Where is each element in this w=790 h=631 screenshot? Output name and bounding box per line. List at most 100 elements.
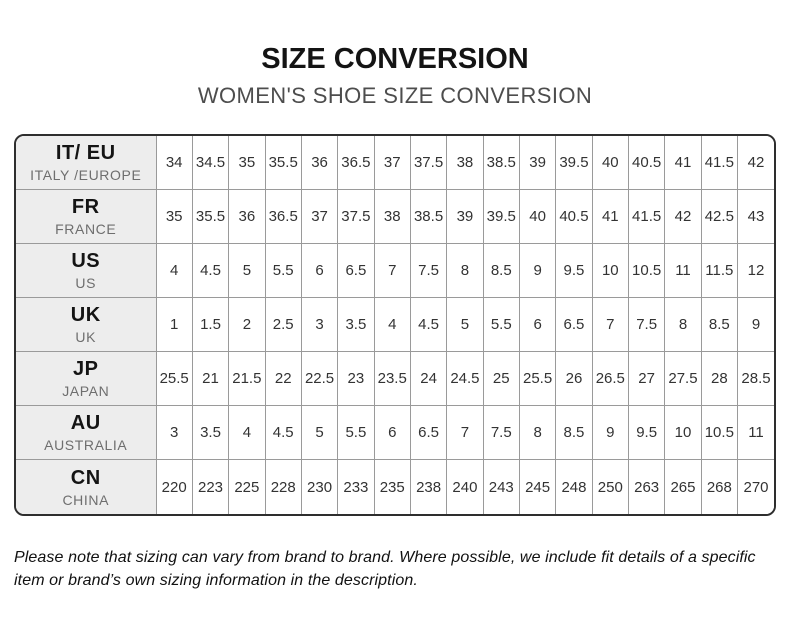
size-value-cell: 3	[156, 405, 193, 461]
size-value-cell: 37	[301, 189, 339, 245]
size-value-cell: 6.5	[410, 405, 448, 461]
size-value-cell: 34	[156, 135, 193, 191]
size-value-cell: 41.5	[628, 189, 666, 245]
size-value-cell: 4.5	[192, 243, 230, 299]
size-value-cell: 27.5	[664, 351, 702, 407]
size-value-cell: 43	[737, 189, 774, 245]
size-value-cell: 263	[628, 459, 666, 514]
size-value-cell: 35.5	[265, 135, 302, 191]
size-value-cell: 25.5	[156, 351, 193, 407]
size-value-cell: 35	[228, 135, 266, 191]
size-value-cell: 243	[483, 459, 520, 514]
size-value-cell: 37	[374, 135, 411, 191]
size-value-cell: 36.5	[265, 189, 302, 245]
row-header: CN CHINA	[16, 459, 157, 514]
size-value-cell: 7	[592, 297, 629, 353]
size-value-cell: 7.5	[410, 243, 448, 299]
size-value-cell: 2	[228, 297, 266, 353]
size-value-cell: 1.5	[192, 297, 230, 353]
size-value-cell: 36.5	[337, 135, 375, 191]
size-value-cell: 225	[228, 459, 266, 514]
row-region: AUSTRALIA	[44, 437, 128, 454]
size-value-cell: 38.5	[410, 189, 448, 245]
size-conversion-table-frame: IT/ EU ITALY /EUROPE 34 34.5 35 35.5 36 36.5 37 3…	[14, 133, 776, 516]
size-value-cell: 24.5	[446, 351, 484, 407]
size-value-cell: 39.5	[555, 135, 593, 191]
row-region: US	[75, 275, 97, 292]
row-code: AU	[70, 412, 101, 435]
size-value-cell: 9	[737, 297, 774, 353]
table-row: UK UK 1 1.5 2 2.5 3 3.5 4 4.5 5 5.5 6 6.5 7 7.5 8 8.5 9	[16, 297, 774, 353]
size-value-cell: 24	[410, 351, 448, 407]
row-header: US US	[16, 243, 157, 299]
size-value-cell: 8	[519, 405, 557, 461]
size-value-cell: 4	[374, 297, 411, 353]
size-value-cell: 3	[301, 297, 339, 353]
size-value-cell: 42.5	[701, 189, 739, 245]
size-value-cell: 6	[301, 243, 339, 299]
size-value-cell: 9.5	[555, 243, 593, 299]
size-value-cell: 40.5	[628, 135, 666, 191]
size-value-cell: 9	[592, 405, 629, 461]
table-row: AU AUSTRALIA 3 3.5 4 4.5 5 5.5 6 6.5 7 7.5 8 8.5 9 9.5 1…	[16, 405, 774, 461]
table-row: JP JAPAN 25.5 21 21.5 22 22.5 23 23.5 24 24.5 25 25.…	[16, 351, 774, 407]
size-value-cell: 4	[156, 243, 193, 299]
size-value-cell: 7	[446, 405, 484, 461]
size-value-cell: 38.5	[483, 135, 520, 191]
size-value-cell: 38	[374, 189, 411, 245]
size-value-cell: 42	[664, 189, 702, 245]
row-code: IT/ EU	[55, 142, 116, 165]
size-value-cell: 5	[446, 297, 484, 353]
size-value-cell: 37.5	[337, 189, 375, 245]
row-region: UK	[75, 329, 97, 346]
row-code: US	[71, 250, 101, 273]
size-value-cell: 230	[301, 459, 339, 514]
row-region: FRANCE	[55, 221, 117, 238]
size-value-cell: 37.5	[410, 135, 448, 191]
size-value-cell: 11	[664, 243, 702, 299]
size-value-cell: 223	[192, 459, 230, 514]
size-value-cell: 7.5	[628, 297, 666, 353]
size-value-cell: 21	[192, 351, 230, 407]
size-value-cell: 248	[555, 459, 593, 514]
size-value-cell: 35	[156, 189, 193, 245]
size-value-cell: 3.5	[337, 297, 375, 353]
size-value-cell: 4	[228, 405, 266, 461]
size-value-cell: 6	[374, 405, 411, 461]
row-header: AU AUSTRALIA	[16, 405, 157, 461]
page-header: SIZE CONVERSION WOMEN'S SHOE SIZE CONVER…	[0, 0, 790, 109]
row-code: UK	[70, 304, 101, 327]
page-subtitle: WOMEN'S SHOE SIZE CONVERSION	[197, 82, 593, 108]
table-row: CN CHINA 220 223 225 228 230 233 235 238 240 243 245…	[16, 459, 774, 514]
row-header: JP JAPAN	[16, 351, 157, 407]
size-value-cell: 235	[374, 459, 411, 514]
size-value-cell: 250	[592, 459, 629, 514]
size-value-cell: 11	[737, 405, 774, 461]
size-value-cell: 238	[410, 459, 448, 514]
size-value-cell: 10	[592, 243, 629, 299]
size-value-cell: 8	[446, 243, 484, 299]
size-value-cell: 41	[592, 189, 629, 245]
size-value-cell: 4.5	[410, 297, 448, 353]
size-value-cell: 5.5	[265, 243, 302, 299]
size-value-cell: 11.5	[701, 243, 739, 299]
size-value-cell: 270	[737, 459, 774, 514]
size-value-cell: 9.5	[628, 405, 666, 461]
size-table-body: IT/ EU ITALY /EUROPE 34 34.5 35 35.5 36 36.5 37 3…	[16, 135, 774, 514]
size-value-cell: 10	[664, 405, 702, 461]
size-value-cell: 7	[374, 243, 411, 299]
size-value-cell: 22.5	[301, 351, 339, 407]
size-value-cell: 40	[519, 189, 557, 245]
size-value-cell: 23.5	[374, 351, 411, 407]
size-value-cell: 41.5	[701, 135, 739, 191]
size-value-cell: 41	[664, 135, 702, 191]
size-value-cell: 36	[228, 189, 266, 245]
table-row: FR FRANCE 35 35.5 36 36.5 37 37.5 38 38.5 39 39.5 40…	[16, 189, 774, 245]
size-value-cell: 5.5	[337, 405, 375, 461]
size-value-cell: 10.5	[628, 243, 666, 299]
size-value-cell: 5.5	[483, 297, 520, 353]
row-code: JP	[73, 358, 99, 381]
size-value-cell: 245	[519, 459, 557, 514]
size-value-cell: 38	[446, 135, 484, 191]
